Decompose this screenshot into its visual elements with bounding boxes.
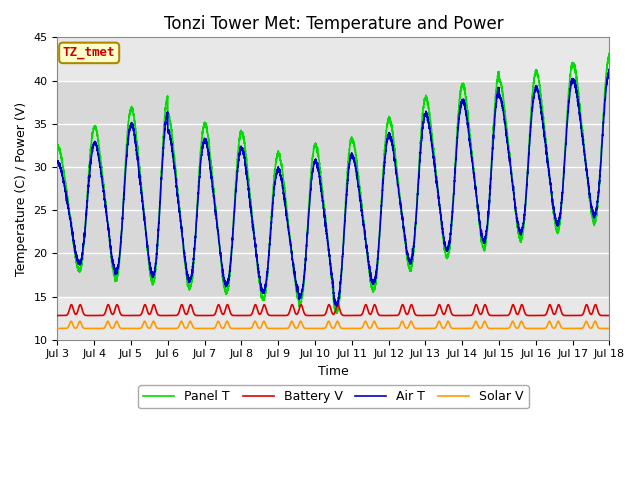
Solar V [67,318,75,324]
Bar [58,81,609,297]
Panel T [54,144,61,149]
Line: Air T: Air T [58,70,609,306]
Air T [605,70,613,75]
Solar V [54,325,61,331]
Solar V [265,325,273,331]
Air T [555,218,563,224]
Air T [552,217,560,223]
Line: Panel T: Panel T [58,53,609,313]
Line: Solar V: Solar V [58,321,609,328]
Air T [399,219,407,225]
Solar V [555,318,563,324]
Battery V [552,309,560,315]
Title: Tonzi Tower Met: Temperature and Power: Tonzi Tower Met: Temperature and Power [164,15,503,33]
Air T [120,200,127,205]
Battery V [605,312,613,318]
Solar V [577,325,584,331]
Panel T [265,252,273,258]
Panel T [552,224,560,230]
Panel T [120,196,127,202]
Battery V [265,312,273,318]
Battery V [577,312,584,318]
Panel T [605,50,612,56]
Text: TZ_tmet: TZ_tmet [63,47,115,60]
Solar V [552,323,560,329]
Air T [577,117,584,123]
Air T [605,67,612,72]
Battery V [399,302,407,308]
Solar V [399,319,407,325]
Air T [265,252,273,258]
Y-axis label: Temperature (C) / Power (V): Temperature (C) / Power (V) [15,101,28,276]
Line: Battery V: Battery V [58,305,609,315]
Panel T [577,108,584,114]
Panel T [399,219,407,225]
Panel T [605,53,613,59]
Battery V [54,312,61,318]
Air T [54,160,61,166]
Panel T [333,311,341,316]
Battery V [555,302,563,308]
Solar V [120,325,127,331]
Panel T [555,225,563,231]
Legend: Panel T, Battery V, Air T, Solar V: Panel T, Battery V, Air T, Solar V [138,385,529,408]
Air T [333,303,341,309]
Solar V [605,325,613,331]
X-axis label: Time: Time [318,365,349,378]
Battery V [120,312,127,318]
Battery V [68,302,76,308]
